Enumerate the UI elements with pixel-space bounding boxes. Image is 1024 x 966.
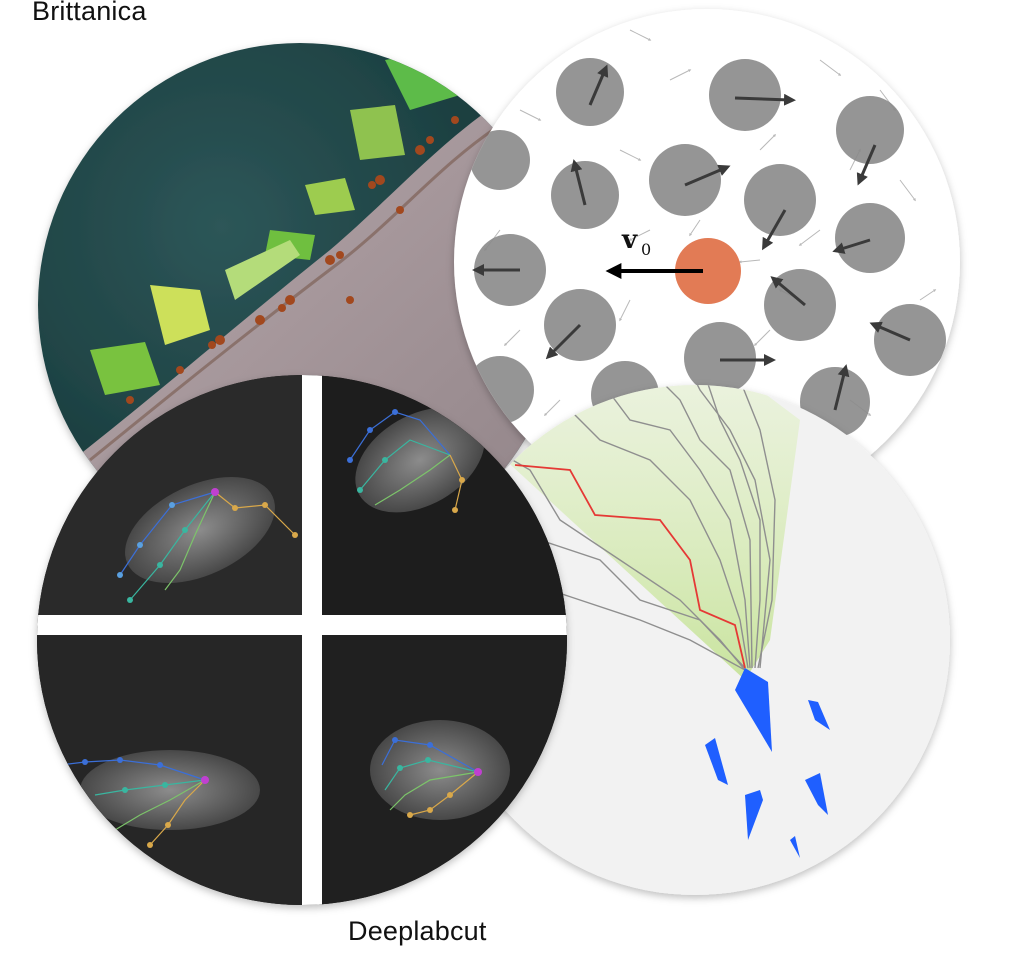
caption-brittanica: Brittanica bbox=[32, 0, 147, 26]
paw-content bbox=[37, 375, 567, 905]
main-blue-shard bbox=[735, 668, 772, 752]
grid-divider-horizontal bbox=[37, 615, 567, 635]
highlight-path bbox=[514, 464, 746, 669]
v0-subscript: 0 bbox=[641, 240, 651, 259]
v0-label: v bbox=[621, 225, 638, 255]
grid-divider-vertical bbox=[302, 375, 322, 905]
caption-deeplabcut: Deeplabcut bbox=[348, 916, 487, 946]
orange-particle bbox=[675, 238, 741, 304]
